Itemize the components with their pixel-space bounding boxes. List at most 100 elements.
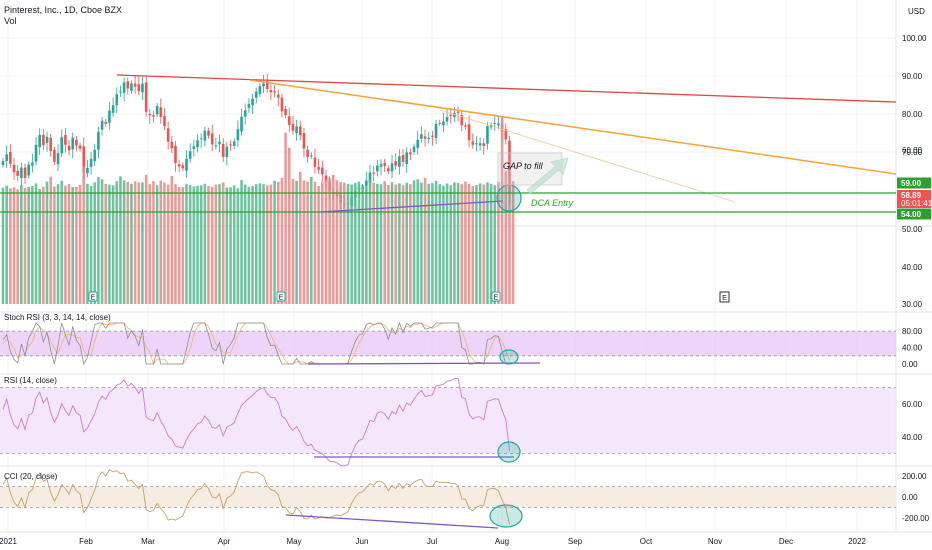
candle-body [497,123,500,126]
candle-body [284,109,287,116]
candle-body [199,138,203,140]
price-tick: 90.00 [902,72,923,81]
price-tick: 80.00 [902,110,923,119]
candle-body [86,167,89,174]
candle-body [152,115,155,117]
volume-bar [9,188,12,304]
volume-bar [313,181,317,304]
date-tick: Dec [779,537,793,546]
date-tick: Jul [427,537,437,546]
price-tick: 100.00 [902,34,927,43]
resistance-line-red [116,74,897,103]
candle-body [104,121,108,124]
volume-bar [302,180,306,304]
stoch-divergence-line [307,362,541,365]
trend-line-orange [249,79,897,175]
volume-bar [232,185,236,304]
candle-body [42,134,45,146]
price-tag-lower-bg [897,208,931,220]
candle-body [320,167,324,175]
candle-body [126,81,130,89]
candle-body [504,129,508,140]
volume-bar [38,189,41,304]
volume-bar [108,184,111,304]
volume-bar [148,184,152,304]
candle-body [265,81,269,89]
volume-bar [159,180,163,304]
candle-body [379,164,383,167]
candle-body [192,146,196,149]
candle-body [177,164,181,167]
candle-body [236,129,240,141]
volume-bar [273,180,276,304]
candle-body [295,126,298,133]
volume-bar [489,183,493,304]
volume-bar [60,180,64,304]
earnings-label: E [722,295,727,302]
cci-line [2,469,510,525]
volume-bar [276,181,280,304]
candle-body [133,83,137,87]
candle-body [166,128,170,142]
volume-bar [328,177,331,304]
volume-bar [508,170,511,304]
candle-body [427,137,431,139]
candle-body [493,123,497,125]
candle-body [317,166,320,170]
candle-body [309,155,313,157]
candle-body [420,134,423,139]
candle-body [306,149,309,157]
candle-body [409,152,412,155]
candle-body [111,105,115,113]
volume-bar [482,184,486,304]
volume-bar [449,185,453,304]
candle-body [122,82,126,93]
candle-body [291,123,295,131]
candle-body [71,137,75,150]
candle-body [56,153,60,165]
volume-bar [464,181,467,304]
volume-bar [262,184,265,304]
earnings-label: E [91,295,96,302]
candle-body [100,120,104,130]
candle-body [218,141,221,145]
candle-body [148,114,152,116]
candle-body [431,135,434,137]
candle-body [298,126,302,136]
volume-bar [493,185,497,304]
volume-bar [500,116,504,304]
volume-bar [357,181,361,304]
candle-body [45,136,49,143]
indicator-lines-group [2,321,510,525]
candle-body [163,115,166,127]
volume-bar [295,180,298,304]
candle-body [9,152,12,164]
stoch-tick: 80.00 [902,327,923,336]
candle-body [449,114,453,116]
candle-body [137,84,141,92]
volume-bar [471,186,475,304]
volume-bar [229,187,232,304]
candle-body [368,172,372,183]
volume-bar [177,186,181,304]
volume-bar [372,182,375,304]
candle-body [405,152,408,165]
candle-body [108,110,111,123]
date-tick: Mar [141,537,155,546]
candle-body [280,97,284,112]
volume-bar [86,183,89,304]
volume-bar [409,184,412,304]
candle-body [141,83,144,93]
candle-body [387,168,390,172]
volume-bar [71,187,75,304]
price-tick: 60.00 [902,146,923,155]
volume-bar [104,183,108,304]
stoch-title: Stoch RSI (3, 3, 14, 14, close) [4,313,111,322]
volume-bar [423,177,427,304]
candle-body [460,115,464,126]
price-tag-countdown: 05:01:41 [901,199,932,208]
volume-bar [394,184,397,304]
candle-body [482,143,486,146]
candle-body [471,141,475,145]
volume-bar [401,185,405,304]
